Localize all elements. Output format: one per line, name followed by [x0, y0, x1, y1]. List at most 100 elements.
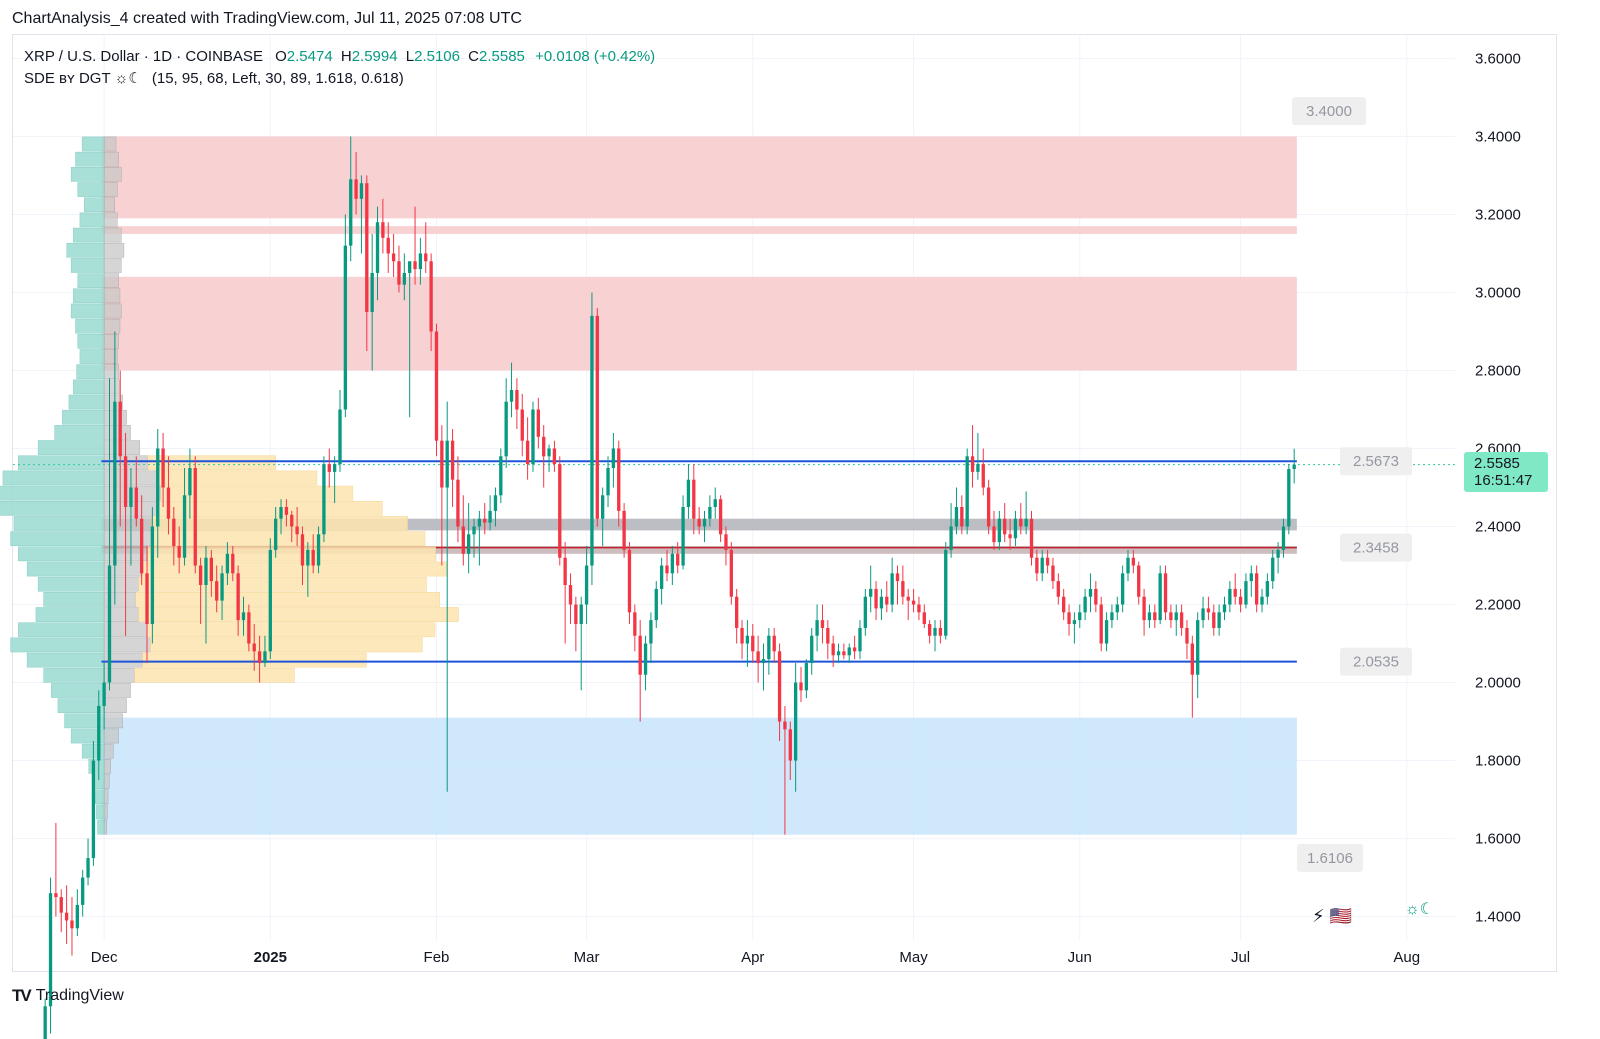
day-night-icon[interactable]: ☼☾ — [1405, 901, 1435, 918]
candle-body — [118, 401, 122, 457]
vp-bar-left — [77, 334, 105, 349]
candle-body — [327, 464, 331, 472]
candle-body — [1045, 557, 1050, 566]
symbol-name[interactable]: XRP / U.S. Dollar · 1D · COINBASE — [24, 48, 263, 65]
candle-body — [954, 507, 959, 527]
vp-bar-left — [73, 227, 105, 243]
vp-bar-value-area — [135, 592, 441, 607]
candle-body — [1228, 588, 1232, 605]
candle-body — [558, 464, 562, 558]
candle-body — [820, 620, 825, 628]
candle-body — [295, 526, 299, 535]
vp-bar-right — [103, 258, 122, 273]
vp-bar-right — [103, 182, 118, 197]
tradingview-logo-icon[interactable]: TV — [12, 986, 32, 1005]
candle-body — [574, 604, 578, 625]
candle-body — [981, 464, 985, 488]
candle-body — [1179, 612, 1184, 628]
candle-body — [890, 573, 894, 605]
vp-bar-left — [13, 516, 105, 531]
level-tag-label: 3.4000 — [1306, 103, 1352, 120]
x-tick-label: May — [899, 949, 928, 966]
vp-bar-left — [84, 197, 105, 213]
candle-body — [525, 440, 530, 465]
candle-body — [1078, 612, 1082, 621]
vp-bar-value-area — [142, 561, 447, 577]
zone-pivot — [101, 546, 1297, 554]
vp-bar-right — [103, 334, 119, 349]
vp-bar-left — [26, 652, 105, 668]
vp-bar-value-area — [160, 485, 354, 501]
candle-body — [1271, 557, 1275, 582]
candle-body — [922, 612, 926, 625]
vp-bar-left — [79, 212, 105, 228]
candle-body — [858, 627, 862, 652]
vp-bar-left — [96, 804, 105, 820]
candle-body — [440, 440, 444, 488]
vp-bar-right — [103, 197, 115, 213]
candle-body — [874, 588, 878, 609]
candle-body — [1099, 604, 1103, 644]
candle-body — [365, 183, 369, 312]
candle-body — [381, 222, 385, 238]
indicator-name[interactable]: SDE ʙʏ DGT ☼☾ — [24, 70, 142, 87]
candle-body — [793, 682, 798, 761]
zone-supply — [101, 276, 1297, 371]
vp-bar-value-area — [147, 455, 276, 471]
candle-body — [1287, 469, 1291, 527]
candle-body — [493, 495, 498, 511]
candle-body — [241, 612, 246, 621]
candle-body — [1024, 518, 1028, 527]
vp-bar-value-area — [134, 667, 295, 683]
candle-body — [633, 612, 637, 636]
y-tick-label: 2.0000 — [1475, 675, 1521, 692]
bar-countdown: 16:51:47 — [1474, 472, 1533, 489]
candle-body — [520, 409, 524, 441]
candle-body — [86, 858, 90, 878]
level-tag-label: 2.0535 — [1353, 654, 1399, 671]
vp-bar-left — [54, 425, 105, 440]
x-axis: Dec 2025 Feb Mar Apr May Jun Jul Aug — [91, 949, 1420, 966]
vp-bar-right — [103, 516, 152, 531]
candle-body — [1142, 596, 1146, 621]
candle-body — [1185, 627, 1189, 644]
vp-bar-value-area — [156, 470, 318, 486]
bottom-icons[interactable]: ⚡ 🇺🇸 — [1312, 906, 1353, 926]
brand-name[interactable]: TradingView — [35, 987, 124, 1004]
legend-symbol-row: XRP / U.S. Dollar · 1D · COINBASE O2.547… — [24, 46, 655, 68]
candle-body — [842, 651, 846, 656]
candle-body — [938, 627, 943, 636]
vp-bar-right — [103, 683, 131, 698]
candle-body — [1249, 573, 1253, 582]
candle-body — [590, 315, 594, 566]
candle-body — [826, 627, 830, 644]
candle-body — [649, 620, 653, 644]
candle-body — [777, 651, 782, 722]
vp-bar-right — [103, 804, 108, 820]
candle-body — [885, 596, 889, 605]
vp-bar-right — [103, 242, 125, 258]
y-tick-label: 1.4000 — [1475, 909, 1521, 926]
candle-body — [547, 448, 551, 457]
candle-body — [1281, 526, 1286, 550]
vp-bar-value-area — [158, 500, 383, 516]
vp-bar-right — [103, 728, 119, 744]
vp-bar-left — [68, 394, 105, 410]
candle-body — [424, 253, 428, 262]
candle-body — [1131, 557, 1136, 566]
candle-body — [1056, 581, 1060, 597]
vp-bar-left — [26, 561, 105, 577]
candle-body — [847, 647, 851, 656]
vp-bar-left — [10, 637, 105, 653]
candle-body — [445, 440, 449, 488]
candle-body — [483, 518, 487, 523]
candle-body — [702, 518, 707, 527]
candle-body — [488, 510, 492, 523]
vp-bar-right — [103, 789, 109, 805]
candle-body — [1115, 604, 1119, 613]
candle-body — [601, 495, 605, 519]
candle-body — [852, 647, 857, 652]
open-value: 2.5474 — [286, 48, 333, 65]
zone-demand — [101, 717, 1297, 835]
